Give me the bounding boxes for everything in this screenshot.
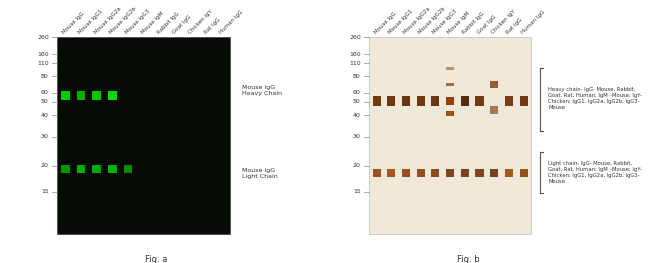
Text: Light chain- IgG- Mouse, Rabbit,
Goat, Rat, Human; IgM –Mouse; IgY-
Chicken; IgG: Light chain- IgG- Mouse, Rabbit, Goat, R… xyxy=(548,161,642,184)
Text: 160: 160 xyxy=(349,52,361,57)
Text: Mouse IgG
Heavy Chain: Mouse IgG Heavy Chain xyxy=(242,85,282,96)
FancyBboxPatch shape xyxy=(61,91,70,99)
Text: Mouse IgG2a: Mouse IgG2a xyxy=(402,6,432,35)
FancyBboxPatch shape xyxy=(461,96,469,106)
Text: Mouse IgG2a: Mouse IgG2a xyxy=(93,6,122,35)
Text: Human IgG: Human IgG xyxy=(520,9,545,35)
FancyBboxPatch shape xyxy=(372,169,381,176)
Text: 30: 30 xyxy=(41,134,49,139)
Text: 50: 50 xyxy=(353,99,361,104)
FancyBboxPatch shape xyxy=(446,83,454,86)
FancyBboxPatch shape xyxy=(57,37,230,234)
FancyBboxPatch shape xyxy=(446,67,454,70)
Text: 20: 20 xyxy=(353,163,361,168)
FancyBboxPatch shape xyxy=(369,37,531,234)
Text: Mouse IgG: Mouse IgG xyxy=(62,11,86,35)
FancyBboxPatch shape xyxy=(446,97,454,105)
FancyBboxPatch shape xyxy=(446,169,454,176)
FancyBboxPatch shape xyxy=(417,169,425,176)
Text: Mouse IgG: Mouse IgG xyxy=(373,11,397,35)
Text: 110: 110 xyxy=(37,61,49,66)
Text: 160: 160 xyxy=(37,52,49,57)
Text: Goat IgG: Goat IgG xyxy=(476,14,497,35)
FancyBboxPatch shape xyxy=(372,96,381,106)
Text: Mouse IgG1: Mouse IgG1 xyxy=(77,8,104,35)
Text: Chicken IgY: Chicken IgY xyxy=(491,9,517,35)
Text: Heavy chain- IgG- Mouse, Rabbit,
Goat, Rat, Human; IgM –Mouse; IgY-
Chicken; IgG: Heavy chain- IgG- Mouse, Rabbit, Goat, R… xyxy=(548,87,642,110)
Text: Human IgG: Human IgG xyxy=(219,9,244,35)
FancyBboxPatch shape xyxy=(519,169,528,176)
Text: Fig. b: Fig. b xyxy=(457,255,479,263)
Text: 15: 15 xyxy=(353,189,361,194)
Text: 260: 260 xyxy=(349,35,361,40)
Text: 60: 60 xyxy=(353,90,361,95)
Text: Rabbit IgG: Rabbit IgG xyxy=(462,11,486,35)
Text: 40: 40 xyxy=(41,113,49,118)
FancyBboxPatch shape xyxy=(475,169,484,176)
Text: Mouse IgG3: Mouse IgG3 xyxy=(432,8,458,35)
FancyBboxPatch shape xyxy=(387,96,395,106)
FancyBboxPatch shape xyxy=(77,165,85,173)
FancyBboxPatch shape xyxy=(461,169,469,176)
Text: Mouse IgG2b: Mouse IgG2b xyxy=(109,6,138,35)
Text: Mouse IgM: Mouse IgM xyxy=(140,11,164,35)
FancyBboxPatch shape xyxy=(432,169,439,176)
Text: Mouse IgG2b: Mouse IgG2b xyxy=(417,6,446,35)
FancyBboxPatch shape xyxy=(505,169,513,176)
Text: 60: 60 xyxy=(41,90,49,95)
Text: 50: 50 xyxy=(41,99,49,104)
FancyBboxPatch shape xyxy=(490,107,499,114)
FancyBboxPatch shape xyxy=(490,81,499,88)
Text: 80: 80 xyxy=(353,74,361,79)
FancyBboxPatch shape xyxy=(124,165,133,173)
FancyBboxPatch shape xyxy=(432,96,439,106)
FancyBboxPatch shape xyxy=(402,169,410,176)
FancyBboxPatch shape xyxy=(505,96,513,106)
Text: Fig. a: Fig. a xyxy=(145,255,167,263)
Text: Goat IgG: Goat IgG xyxy=(172,14,192,35)
FancyBboxPatch shape xyxy=(108,91,117,99)
FancyBboxPatch shape xyxy=(519,96,528,106)
Text: Rat IgG: Rat IgG xyxy=(505,17,523,35)
Text: Chicken IgY: Chicken IgY xyxy=(187,9,213,35)
FancyBboxPatch shape xyxy=(108,165,117,173)
Text: Rabbit IgG: Rabbit IgG xyxy=(156,11,180,35)
FancyBboxPatch shape xyxy=(92,91,101,99)
Text: Mouse IgG3: Mouse IgG3 xyxy=(125,8,151,35)
Text: 40: 40 xyxy=(353,113,361,118)
FancyBboxPatch shape xyxy=(92,165,101,173)
Text: 30: 30 xyxy=(353,134,361,139)
Text: Mouse IgG
Light Chain: Mouse IgG Light Chain xyxy=(242,168,278,179)
Text: Mouse IgM: Mouse IgM xyxy=(447,11,471,35)
FancyBboxPatch shape xyxy=(446,111,454,116)
Text: 15: 15 xyxy=(41,189,49,194)
FancyBboxPatch shape xyxy=(61,165,70,173)
FancyBboxPatch shape xyxy=(490,169,499,176)
Text: Mouse IgG1: Mouse IgG1 xyxy=(388,8,414,35)
Text: 260: 260 xyxy=(37,35,49,40)
FancyBboxPatch shape xyxy=(387,169,395,176)
FancyBboxPatch shape xyxy=(77,91,85,99)
Text: 20: 20 xyxy=(41,163,49,168)
Text: Rat IgG: Rat IgG xyxy=(203,17,221,35)
FancyBboxPatch shape xyxy=(475,96,484,106)
FancyBboxPatch shape xyxy=(402,96,410,106)
FancyBboxPatch shape xyxy=(417,96,425,106)
Text: 110: 110 xyxy=(349,61,361,66)
Text: 80: 80 xyxy=(41,74,49,79)
